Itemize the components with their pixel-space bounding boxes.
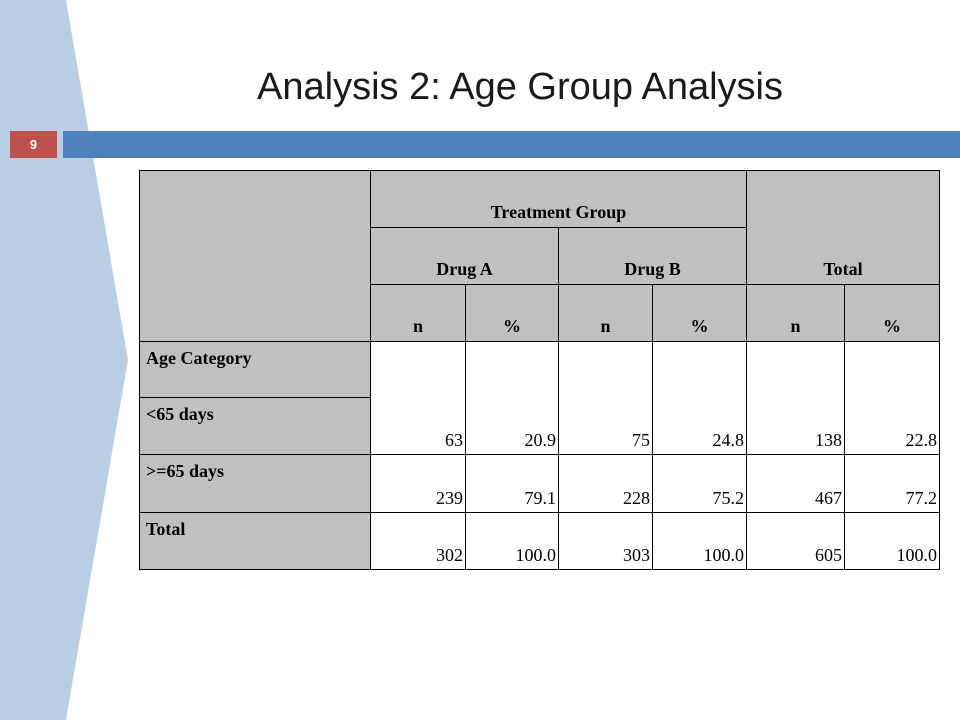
row-label: >=65 days: [139, 454, 371, 513]
table-cell: 239: [370, 454, 466, 513]
table-row: >=65 days 239 79.1 228 75.2 467 77.2: [139, 454, 940, 513]
table-cell: 20.9: [465, 341, 559, 455]
sub-header: %: [652, 284, 747, 342]
table-cell: 22.8: [844, 341, 940, 455]
total-header: Total: [746, 170, 940, 285]
slide-number: 9: [10, 131, 57, 158]
corner-cell: [139, 170, 371, 342]
table-cell: 100.0: [844, 512, 940, 570]
table-cell: 75: [558, 341, 653, 455]
treatment-group-header: Treatment Group: [370, 170, 747, 228]
sub-header: n: [746, 284, 845, 342]
age-group-table: Treatment Group Total Drug A Drug B n % …: [139, 170, 940, 570]
row-label: Total: [139, 512, 371, 570]
row-label: <65 days: [139, 397, 371, 455]
table-row: <65 days: [139, 397, 940, 455]
sub-header: n: [370, 284, 466, 342]
table-cell: 100.0: [652, 512, 747, 570]
table-cell: 79.1: [465, 454, 559, 513]
table-cell: 63: [370, 341, 466, 455]
sub-header: %: [844, 284, 940, 342]
table-cell: 302: [370, 512, 466, 570]
accent-bar: [63, 131, 960, 158]
sub-header: %: [465, 284, 559, 342]
table-cell: 605: [746, 512, 845, 570]
drug-a-header: Drug A: [370, 227, 559, 285]
table-cell: 138: [746, 341, 845, 455]
table-cell: 24.8: [652, 341, 747, 455]
table-cell: 228: [558, 454, 653, 513]
slide-title: Analysis 2: Age Group Analysis: [257, 66, 783, 108]
table-cell: 467: [746, 454, 845, 513]
table-row: Total 302 100.0 303 100.0 605 100.0: [139, 512, 940, 570]
table-cell: 75.2: [652, 454, 747, 513]
left-decoration-panel: [0, 0, 133, 720]
drug-b-header: Drug B: [558, 227, 747, 285]
table-cell: 77.2: [844, 454, 940, 513]
sub-header: n: [558, 284, 653, 342]
category-label: Age Category: [139, 341, 371, 398]
table-cell: 303: [558, 512, 653, 570]
table-cell: 100.0: [465, 512, 559, 570]
